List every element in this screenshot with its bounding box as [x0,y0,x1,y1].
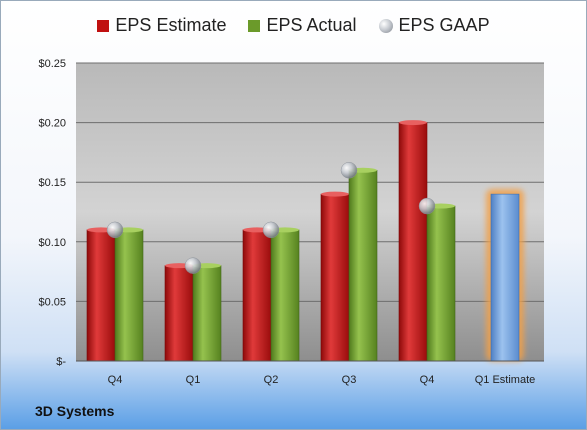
bar-eps-actual [114,229,144,362]
bar-top-estimate [321,191,349,197]
legend: EPS Estimate EPS Actual EPS GAAP [1,15,586,36]
x-tick-label: Q4 [108,374,123,386]
bar-eps-estimate [398,122,428,362]
x-tick-label: Q1 Estimate [475,374,536,386]
legend-item-gaap: EPS GAAP [378,15,490,36]
legend-swatch-estimate [97,19,110,32]
point-eps-gaap [106,221,124,239]
legend-label-gaap: EPS GAAP [398,15,490,35]
point-eps-gaap [184,257,202,274]
point-eps-gaap [262,221,280,239]
bar-eps-actual [192,265,222,362]
y-tick-label: $0.25 [38,58,66,70]
company-name: 3D Systems [35,403,115,419]
bar-eps-estimate [164,265,194,362]
x-tick-label: Q2 [264,374,279,386]
x-tick-label: Q1 [186,374,201,386]
legend-swatch-gaap [378,18,393,33]
legend-item-estimate: EPS Estimate [97,15,226,36]
legend-label-estimate: EPS Estimate [115,15,227,35]
point-eps-gaap [340,162,358,179]
bar-eps-estimate [86,229,116,362]
bar-top-estimate [399,120,427,126]
legend-swatch-actual [248,19,261,32]
bar-eps-estimate [320,193,350,362]
y-tick-label: $0.20 [38,118,66,130]
bar-eps-estimate-forecast [490,193,520,362]
point-eps-gaap [418,197,436,215]
bar-eps-actual [348,169,378,362]
y-tick-label: $0.05 [38,296,66,308]
bar-eps-actual [426,205,456,362]
bar-eps-estimate [242,229,272,362]
plot-area [76,63,544,361]
y-tick-label: $- [56,356,66,368]
legend-label-actual: EPS Actual [266,15,357,35]
x-tick-label: Q3 [342,374,357,386]
legend-item-actual: EPS Actual [248,15,357,36]
y-tick-label: $0.15 [38,177,66,189]
x-tick-label: Q4 [420,374,435,386]
bar-eps-actual [270,229,300,362]
y-tick-label: $0.10 [38,237,66,249]
